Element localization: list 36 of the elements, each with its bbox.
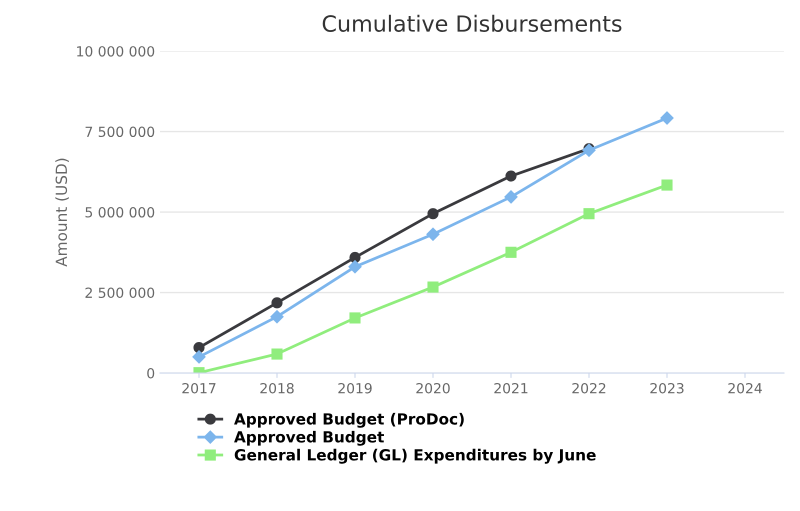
- x-tick-label: 2018: [260, 382, 294, 394]
- x-tick-label: 2021: [494, 382, 528, 394]
- y-tick-label: 2 500 000: [85, 288, 154, 298]
- y-tick-label: 5 000 000: [86, 207, 154, 218]
- point: [427, 282, 439, 293]
- point: [504, 190, 518, 204]
- x-tick-label: 2023: [650, 382, 684, 394]
- point: [583, 208, 595, 220]
- point: [193, 342, 205, 354]
- x-tick-label: 2020: [416, 382, 450, 394]
- point: [349, 312, 361, 324]
- point: [582, 144, 596, 157]
- point: [270, 310, 284, 324]
- point: [505, 246, 517, 258]
- y-tick-label: 0: [147, 368, 154, 379]
- y-tick-label: 7 500 000: [86, 126, 154, 138]
- point: [348, 260, 362, 274]
- point: [271, 297, 283, 308]
- point: [427, 208, 439, 220]
- point: [505, 170, 517, 182]
- point: [192, 350, 206, 364]
- legend-label: Approved Budget (ProDoc): [234, 412, 464, 428]
- x-tick-label: 2019: [338, 382, 372, 394]
- y-axis-title: Amount (USD): [55, 158, 69, 267]
- chart-title: Cumulative Disbursements: [322, 14, 622, 32]
- point: [660, 111, 674, 125]
- point: [271, 348, 283, 360]
- point: [661, 179, 673, 191]
- point: [426, 228, 440, 241]
- point: [349, 252, 361, 264]
- x-tick-label: 2022: [572, 382, 606, 394]
- y-tick-label: 10 000 000: [77, 46, 154, 57]
- x-tick-label: 2017: [182, 382, 216, 394]
- legend-label: General Ledger (GL) Expenditures by June: [234, 448, 596, 464]
- legend-label: Approved Budget: [234, 430, 384, 446]
- x-tick-label: 2024: [728, 382, 762, 394]
